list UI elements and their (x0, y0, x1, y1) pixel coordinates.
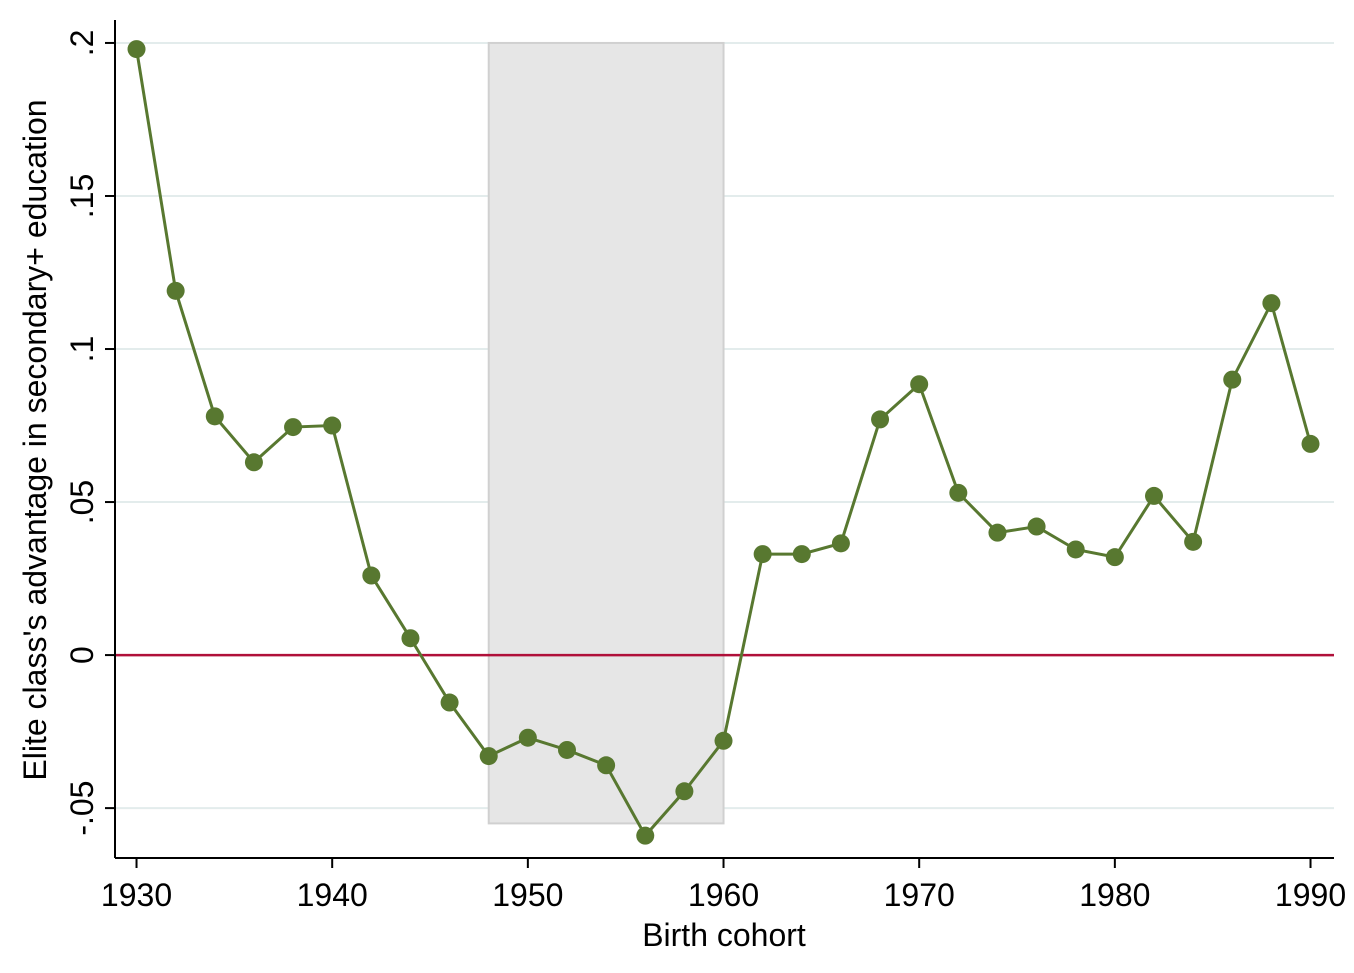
data-point (557, 740, 576, 759)
data-point (1262, 294, 1281, 313)
x-tick-label: 1950 (492, 877, 563, 913)
data-point (1184, 532, 1203, 551)
data-point (284, 418, 303, 437)
data-point (166, 281, 185, 300)
data-point (1066, 540, 1085, 559)
data-point (479, 747, 498, 766)
data-point (636, 826, 655, 845)
y-tick-label: .2 (64, 30, 100, 57)
data-point (362, 566, 381, 585)
data-point (127, 40, 146, 59)
data-point (1144, 486, 1163, 505)
data-point (910, 375, 929, 394)
data-point (597, 756, 616, 775)
data-point (871, 410, 890, 429)
x-tick-label: 1990 (1275, 877, 1346, 913)
y-tick-label: .15 (64, 174, 100, 218)
data-point (440, 693, 459, 712)
data-point (323, 416, 342, 435)
y-axis-title: Elite class's advantage in secondary+ ed… (17, 99, 53, 780)
y-tick-label: .05 (64, 480, 100, 524)
data-point (1301, 434, 1320, 453)
data-point (714, 731, 733, 750)
data-point (1105, 548, 1124, 567)
x-tick-label: 1970 (884, 877, 955, 913)
data-point (949, 483, 968, 502)
x-tick-label: 1930 (101, 877, 172, 913)
data-point (988, 523, 1007, 542)
data-point (675, 782, 694, 801)
data-point (518, 728, 537, 747)
x-tick-label: 1960 (688, 877, 759, 913)
data-point (792, 545, 811, 564)
x-axis-title: Birth cohort (642, 917, 806, 953)
x-tick-label: 1940 (297, 877, 368, 913)
y-tick-label: 0 (64, 646, 100, 664)
y-tick-label: -.05 (64, 781, 100, 836)
data-point (831, 534, 850, 553)
x-tick-label: 1980 (1079, 877, 1150, 913)
data-point (205, 407, 224, 426)
data-point (753, 545, 772, 564)
data-point (401, 629, 420, 648)
data-point (1223, 370, 1242, 389)
data-point (1027, 517, 1046, 536)
shaded-region (487, 41, 725, 825)
y-tick-label: .1 (64, 336, 100, 363)
data-point (244, 453, 263, 472)
